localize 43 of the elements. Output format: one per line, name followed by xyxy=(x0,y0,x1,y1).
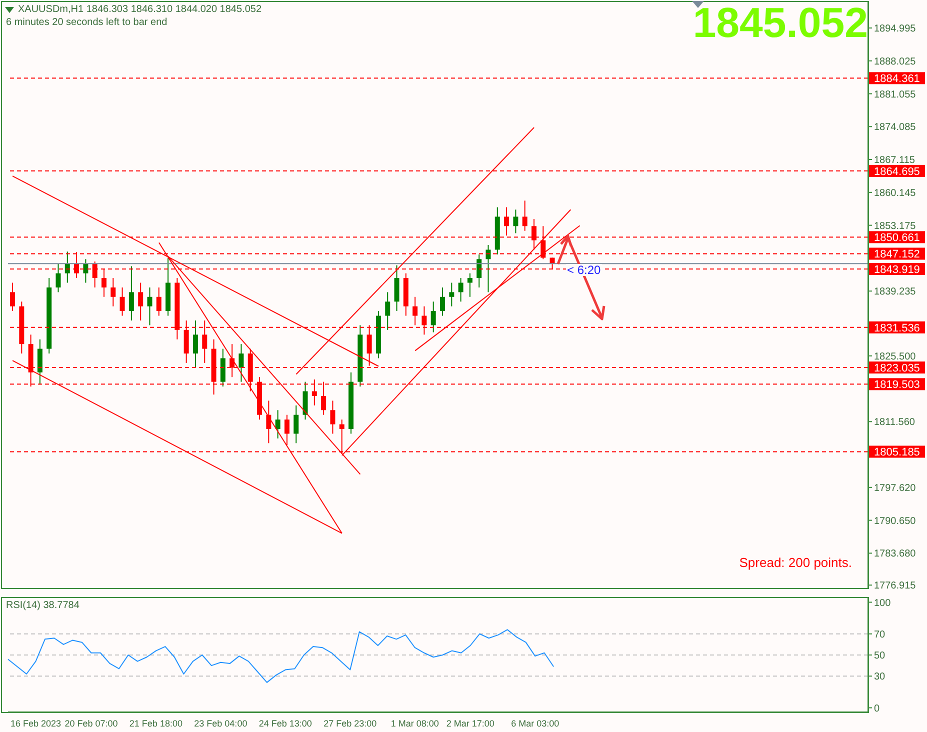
x-tick-label: 21 Feb 18:00 xyxy=(129,718,182,728)
x-tick-label: 20 Feb 07:00 xyxy=(64,718,118,728)
y-tick-label: 0 xyxy=(874,703,880,714)
y-tick-label: 1790.650 xyxy=(874,516,916,527)
y-tick-label: 1811.560 xyxy=(874,417,916,428)
y-tick-label: 50 xyxy=(874,650,886,662)
x-tick-label: 16 Feb 2023 xyxy=(10,718,62,728)
y-tick-label: 70 xyxy=(874,629,886,640)
x-tick-label: 2 Mar 17:00 xyxy=(446,718,494,728)
annotation: Spread: 200 points. xyxy=(739,555,852,570)
ref-line-label: 1847.152 xyxy=(874,248,920,261)
x-tick-label: 6 Mar 03:00 xyxy=(511,718,560,728)
chart-title: RSI(14) 38.7784 xyxy=(6,600,80,611)
ref-line-label: 1805.185 xyxy=(874,446,920,459)
y-tick-label: 30 xyxy=(874,672,886,683)
ref-line-label: 1850.661 xyxy=(874,232,920,244)
x-tick-label: 1 Mar 08:00 xyxy=(390,718,439,728)
ref-line-label: 1819.503 xyxy=(874,379,920,392)
ref-line-label: 1884.361 xyxy=(874,73,920,86)
ref-line-label: 1843.919 xyxy=(874,264,920,276)
ref-line-label: 1823.035 xyxy=(874,362,920,374)
y-tick-label: 1776.915 xyxy=(874,580,916,592)
x-tick-label: 23 Feb 04:00 xyxy=(194,718,248,728)
chart-title: XAUUSDm,H1 1846.303 1846.310 1844.020 1845.052 xyxy=(18,4,262,15)
y-tick-label: 1853.175 xyxy=(874,220,916,232)
ref-line-label: 1864.695 xyxy=(874,166,920,178)
text: 6 minutes 20 seconds left to bar end xyxy=(6,17,168,28)
y-tick-label: 1867.115 xyxy=(874,155,916,166)
y-tick-label: 1860.145 xyxy=(874,188,916,199)
y-tick-label: 1888.025 xyxy=(874,56,916,68)
annotation: < 6:20 xyxy=(566,263,602,277)
y-tick-label: 100 xyxy=(874,598,892,609)
y-tick-label: 1825.500 xyxy=(874,351,916,362)
y-tick-label: 1874.085 xyxy=(874,122,916,134)
y-tick-label: 1839.235 xyxy=(874,286,916,298)
y-tick-label: 1797.620 xyxy=(874,482,916,494)
y-tick-label: 1894.995 xyxy=(874,24,916,35)
y-tick-label: 1881.055 xyxy=(874,89,916,100)
x-tick-label: 24 Feb 13:00 xyxy=(258,718,312,728)
annotation: 1845.052 xyxy=(692,0,868,46)
y-tick-label: 1783.680 xyxy=(874,548,916,560)
x-tick-label: 27 Feb 23:00 xyxy=(324,718,377,728)
ref-line-label: 1831.536 xyxy=(874,322,920,334)
